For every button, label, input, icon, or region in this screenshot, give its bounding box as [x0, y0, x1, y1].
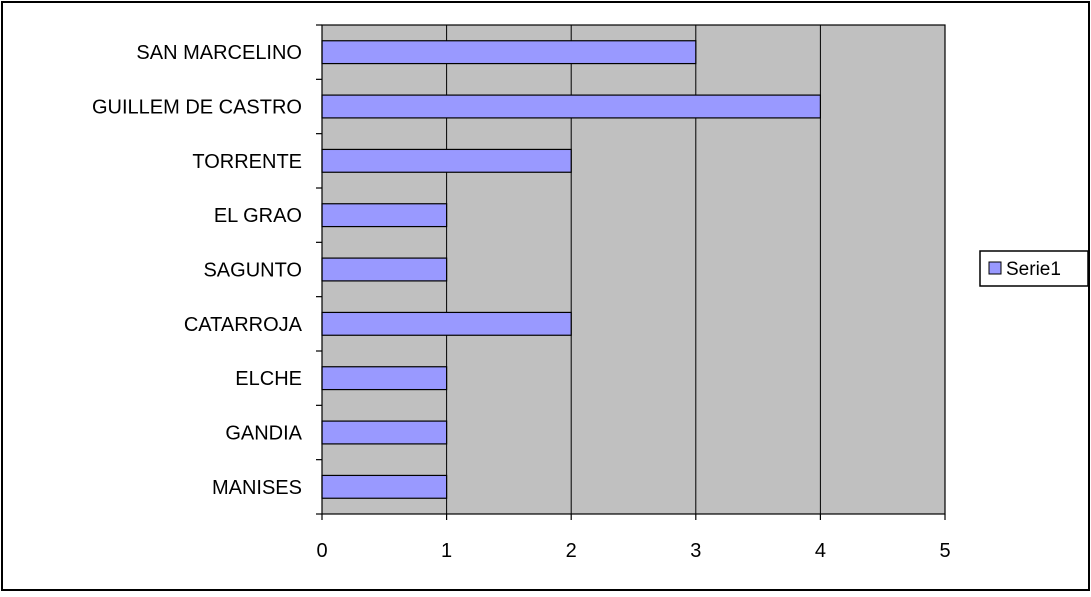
- y-category-label: SAGUNTO: [203, 260, 302, 282]
- y-category-label: EL GRAO: [214, 205, 302, 227]
- legend: Serie1: [979, 250, 1089, 287]
- x-tick-label: 0: [316, 540, 327, 562]
- bar-gandia: [321, 420, 448, 445]
- x-tick-label: 5: [939, 540, 950, 562]
- bar-el-grao: [321, 203, 448, 228]
- bar-catarroja: [321, 311, 572, 336]
- tick-labels: 0 1 2 3 4 5 SAN MARCELINO GUILLEM DE CASTRO TORR…: [92, 42, 951, 562]
- y-category-label: GANDIA: [225, 423, 302, 445]
- x-tick-label: 2: [566, 540, 577, 562]
- bar-guillem-de-castro: [321, 94, 821, 119]
- bar-sagunto: [321, 257, 448, 282]
- x-tick-label: 4: [815, 540, 826, 562]
- bars: [321, 40, 821, 499]
- plot-border: [321, 24, 946, 515]
- legend-swatch-serie1: [988, 261, 1002, 275]
- y-category-label: TORRENTE: [192, 151, 302, 173]
- y-category-label: CATARROJA: [184, 314, 303, 336]
- y-category-label: GUILLEM DE CASTRO: [92, 97, 302, 119]
- bar-torrente: [321, 148, 572, 173]
- y-category-label: ELCHE: [235, 368, 302, 390]
- bar-san-marcelino: [321, 40, 697, 65]
- x-tick-label: 3: [690, 540, 701, 562]
- axes: [316, 24, 946, 520]
- legend-label-serie1: Serie1: [1006, 259, 1061, 280]
- bar-elche: [321, 366, 448, 391]
- y-category-label: MANISES: [212, 477, 302, 499]
- y-category-label: SAN MARCELINO: [136, 42, 302, 64]
- x-tick-label: 1: [441, 540, 452, 562]
- bar-manises: [321, 474, 448, 499]
